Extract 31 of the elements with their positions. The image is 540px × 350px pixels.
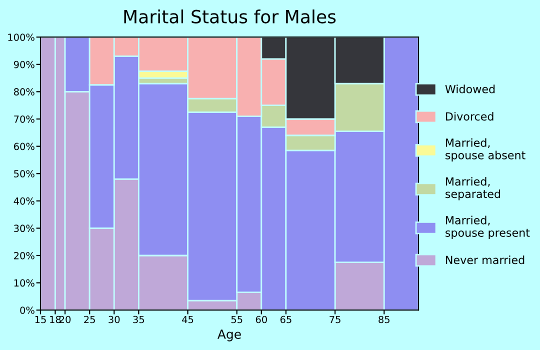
x-tick-label: 85 (378, 316, 390, 324)
legend-label: Widowed (445, 84, 495, 94)
x-tick-label: 65 (280, 316, 292, 324)
y-tick-label: 20% (14, 252, 34, 260)
legend-label: Married, separated (446, 177, 500, 200)
legend-label: Never married (446, 256, 524, 264)
y-tick-label: 90% (14, 60, 34, 68)
y-tick-label: 50% (14, 170, 34, 178)
x-axis-title: Age (218, 330, 241, 342)
chart-title: Marital Status for Males (124, 9, 336, 24)
y-tick-label: 100% (8, 34, 34, 41)
y-tick-label: 40% (14, 197, 34, 205)
y-tick-label: 0% (20, 306, 34, 314)
legend-label: Married, spouse present (446, 216, 530, 240)
x-tick-label: 15 (35, 316, 46, 324)
x-tick-label: 25 (84, 316, 95, 324)
x-tick-label: 60 (256, 316, 267, 324)
y-tick-label: 60% (14, 142, 34, 150)
x-tick-label: 75 (330, 316, 340, 324)
y-tick-label: 80% (14, 88, 34, 96)
y-tick-label: 10% (14, 279, 34, 287)
x-tick-label: 30 (108, 316, 120, 324)
legend-label: Married, spouse absent (446, 138, 526, 162)
x-tick-label: 55 (231, 316, 242, 324)
x-tick-label: 20 (60, 316, 71, 324)
x-tick-label: 45 (182, 316, 194, 324)
legend-label: Divorced (446, 112, 494, 121)
x-tick-label: 18 (50, 316, 61, 324)
y-tick-label: 30% (14, 224, 34, 232)
y-tick-label: 70% (14, 115, 34, 123)
x-tick-label: 35 (133, 316, 144, 324)
